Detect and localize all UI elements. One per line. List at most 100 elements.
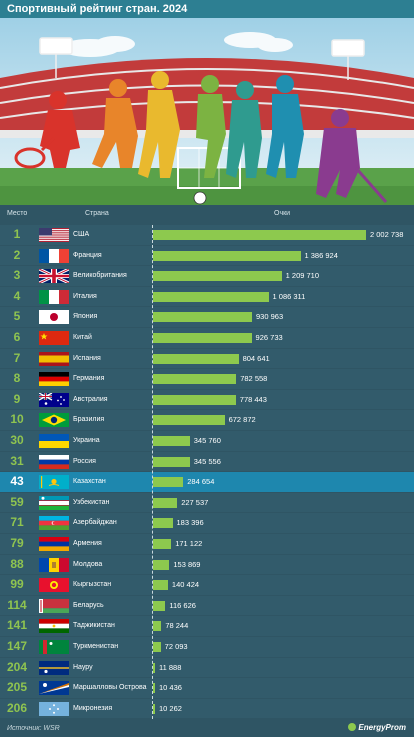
bar [153,374,237,385]
bar [153,559,170,570]
table-row: 59 Узбекистан 227 537 [0,492,414,513]
footballer [193,75,226,205]
bar [153,312,252,323]
table-row: 8 Германия 782 558 [0,369,414,389]
bar [153,250,301,261]
data-label: 78 244 [165,621,189,631]
country-label: Италия [73,292,97,300]
flag-nr-icon [39,660,69,675]
table-row: 6 Китай 926 733 [0,328,414,348]
data-label: 153 869 [173,559,201,569]
rank-label: 8 [13,371,21,386]
bar [153,662,155,673]
table-row: 3 Великобритания 1 209 710 [0,266,414,286]
bar [153,539,172,549]
flag-fm-icon [39,701,69,716]
flag-tj-icon [39,619,69,634]
rank-label: 7 [13,350,21,365]
bar [153,621,162,632]
data-label: 1 209 710 [285,271,320,281]
volleyball-player [266,75,304,178]
rank-label: 99 [10,577,24,592]
source-note: Источник: WSR [7,725,60,732]
rank-label: 147 [6,639,28,653]
bar [153,497,178,508]
tennis-player [14,91,80,169]
data-label: 930 963 [256,312,284,322]
column-header-place: Место [7,210,28,217]
country-label: Армения [73,540,102,547]
flag-by-icon [39,598,69,613]
data-label: 11 888 [159,662,182,672]
hockey-player [316,109,388,203]
flag-br-icon [39,413,69,428]
floodlight-left [39,37,73,78]
country-label: Азербайджан [73,519,117,527]
country-label: Австралия [73,395,108,403]
flag-de-icon [39,372,69,387]
bar [153,333,252,343]
footer: Источник: WSR EnergyProm [0,721,414,737]
flag-jp-icon [39,310,69,325]
data-label: 10 436 [159,683,182,693]
page-title: Спортивный рейтинг стран. 2024 [7,3,188,15]
data-label: 227 537 [181,497,209,507]
bar [153,415,225,426]
country-label: Узбекистан [73,498,110,506]
bar [153,477,184,488]
country-label: Испания [73,354,101,362]
bar [153,703,155,714]
rank-label: 205 [6,680,28,695]
header-bar: Спортивный рейтинг стран. 2024 [0,0,414,18]
energyprom-logo: EnergyProm [348,723,406,732]
rank-label: 114 [7,597,27,612]
country-label: Россия [73,457,96,465]
data-label: 778 443 [239,394,267,404]
rank-label: 2 [13,247,21,262]
rank-label: 30 [10,433,24,447]
logo-text: EnergyProm [358,723,406,732]
data-label: 10 262 [159,703,182,713]
data-label: 345 556 [193,456,221,466]
rank-label: 88 [10,556,24,571]
flag-es-icon [39,351,69,366]
bar [153,456,190,467]
table-row: 43 Казахстан 284 654 [0,472,414,492]
table-row: 71 Азербайджан 183 396 [0,513,414,533]
logo-mark-icon [348,723,357,731]
rank-label: 141 [6,618,28,633]
country-label: Микронезия [73,704,113,712]
flag-md-icon [39,557,69,572]
flag-fr-icon [39,248,69,263]
table-row: 30 Украина 345 760 [0,431,414,451]
bar [153,271,282,282]
country-label: Китай [73,334,92,341]
data-label: 782 558 [240,374,268,384]
table-row: 9 Австралия 778 443 [0,389,414,410]
bar [153,580,168,591]
table-row: 5 Япония 930 963 [0,307,414,327]
data-label: 804 641 [242,353,270,363]
country-label: Беларусь [73,601,104,609]
rank-label: 71 [10,515,24,530]
table-row: 88 Молдова 153 869 [0,554,414,575]
flag-au-icon [39,392,69,407]
data-label: 2 002 738 [370,230,404,239]
rank-label: 6 [13,330,21,344]
table-row: 206 Микронезия 10 262 [0,698,414,719]
country-label: Туркменистан [73,643,119,650]
rank-label: 204 [6,659,28,674]
bar [153,600,166,611]
data-label: 171 122 [175,539,203,548]
data-label: 183 396 [176,518,204,528]
data-label: 672 872 [228,415,256,425]
data-label: 345 760 [193,436,221,445]
flag-uz-icon [39,495,69,510]
country-label: Кыргызстан [73,581,112,589]
data-label: 926 733 [255,333,283,342]
country-label: Маршалловы Острова [73,684,147,692]
rank-label: 3 [13,268,21,283]
column-header-points: Очки [274,210,291,217]
rank-label: 9 [13,391,21,406]
table-row: 2 Франция 1 386 924 [0,245,414,266]
